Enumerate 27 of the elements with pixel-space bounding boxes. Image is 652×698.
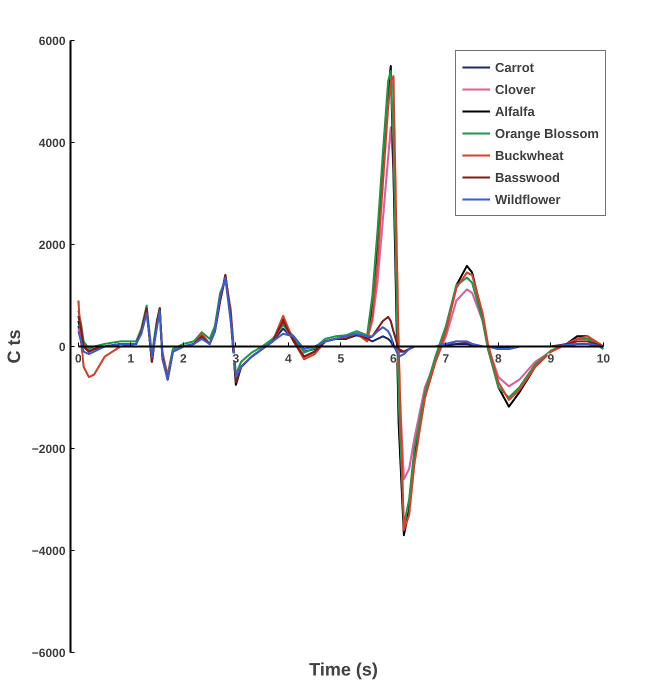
legend-label: Carrot [494, 59, 534, 75]
y-tick-label: 6000 [38, 34, 66, 48]
x-tick-label: 1 [128, 352, 135, 366]
x-tick-label: 4 [285, 352, 292, 366]
x-tick-label: 10 [596, 352, 610, 366]
x-tick-label: 2 [180, 352, 188, 366]
legend-label: Orange Blossom [494, 125, 599, 141]
x-tick-label: 9 [548, 352, 555, 366]
legend-label: Clover [494, 81, 536, 97]
legend-label: Alfalfa [494, 103, 535, 119]
y-tick-label: −4000 [32, 544, 66, 558]
x-tick-label: 5 [338, 352, 345, 366]
x-tick-label: 8 [495, 352, 502, 366]
x-tick-label: 6 [390, 352, 398, 366]
y-tick-label: 4000 [38, 136, 66, 150]
y-tick-label: 2000 [38, 238, 66, 252]
legend-label: Basswood [494, 169, 560, 185]
x-axis-title: Time (s) [309, 660, 378, 680]
legend-label: Buckwheat [494, 147, 564, 163]
x-tick-label: 3 [232, 352, 240, 366]
legend-label: Wildflower [494, 191, 561, 207]
y-tick-label: 0 [58, 340, 66, 354]
y-tick-label: −6000 [32, 646, 66, 660]
x-tick-label: 7 [442, 352, 450, 366]
x-tick-label: 0 [75, 352, 82, 366]
y-tick-label: −2000 [32, 442, 66, 456]
y-axis-title: C ts [4, 329, 24, 364]
